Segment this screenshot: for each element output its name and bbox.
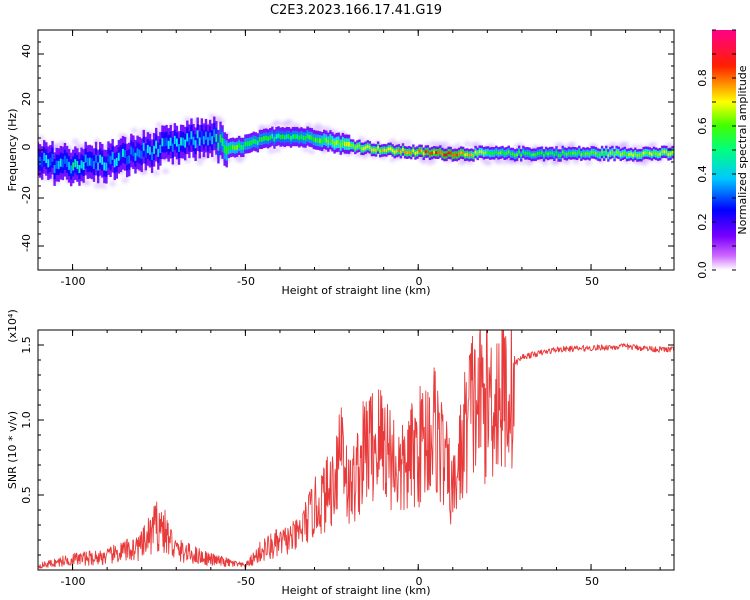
top-ytick-label-2: 0	[20, 144, 33, 151]
bottom-ytick-label-0: 0.5	[20, 486, 33, 504]
top-ytick-label-0: 40	[20, 44, 33, 58]
bottom-ytick-label-1: 1.0	[20, 411, 33, 429]
snr-ticks	[37, 330, 674, 570]
bottom-xtick-label-0: -100	[61, 575, 86, 588]
colorbar-tick-label-1: 0.2	[696, 213, 709, 231]
top-ytick-label-1: 20	[20, 92, 33, 106]
top-xtick-label-3: 50	[585, 275, 599, 288]
top-xtick-label-2: 0	[416, 275, 423, 288]
bottom-xtick-label-2: 0	[416, 575, 423, 588]
snr-scale-label: (x10⁴)	[6, 309, 19, 343]
spectrogram-plot: -100 -50 0 50 40 20 0 -20 -40 Height of …	[6, 29, 675, 297]
bottom-xtick-label-1: -50	[237, 575, 255, 588]
colorbar-tick-label-2: 0.4	[696, 165, 709, 183]
top-xtick-label-0: -100	[61, 275, 86, 288]
top-xtick-label-1: -50	[237, 275, 255, 288]
colorbar-tick-label-4: 0.8	[696, 69, 709, 87]
colorbar: 0.0 0.2 0.4 0.6 0.8 Normalized spectral …	[696, 29, 749, 279]
top-x-axis-label: Height of straight line (km)	[281, 284, 430, 297]
figure-title: C2E3.2023.166.17.41.G19	[270, 3, 442, 18]
bottom-x-axis-label: Height of straight line (km)	[281, 584, 430, 597]
bottom-ytick-label-2: 1.5	[20, 336, 33, 354]
top-ytick-label-3: -20	[20, 186, 33, 204]
snr-plot: -100 -50 0 50 0.5 1.0 1.5 Height of stra…	[6, 309, 675, 597]
bottom-y-axis-label: SNR (10 * v/v)	[6, 411, 19, 489]
snr-series-line	[38, 330, 674, 569]
spectrogram-band	[38, 116, 674, 187]
top-ytick-label-4: -40	[20, 234, 33, 252]
top-y-axis-label: Frequency (Hz)	[6, 109, 19, 192]
colorbar-label: Normalized spectral amplitude	[736, 65, 749, 234]
spectrogram-heatmap	[38, 113, 674, 190]
spectrogram-ticks	[37, 29, 674, 271]
bottom-xtick-label-3: 50	[585, 575, 599, 588]
colorbar-tick-label-0: 0.0	[696, 261, 709, 279]
colorbar-tick-label-3: 0.6	[696, 117, 709, 135]
colorbar-ticks	[712, 29, 736, 271]
